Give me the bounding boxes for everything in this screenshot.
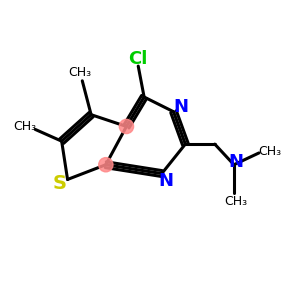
Circle shape — [119, 119, 134, 134]
Circle shape — [99, 158, 113, 172]
Text: Cl: Cl — [128, 50, 148, 68]
Text: N: N — [173, 98, 188, 116]
Text: CH₃: CH₃ — [259, 145, 282, 158]
Text: CH₃: CH₃ — [13, 120, 36, 133]
Text: CH₃: CH₃ — [224, 195, 247, 208]
Text: N: N — [159, 172, 174, 190]
Text: S: S — [52, 174, 66, 194]
Text: N: N — [228, 153, 243, 171]
Text: CH₃: CH₃ — [68, 66, 91, 79]
